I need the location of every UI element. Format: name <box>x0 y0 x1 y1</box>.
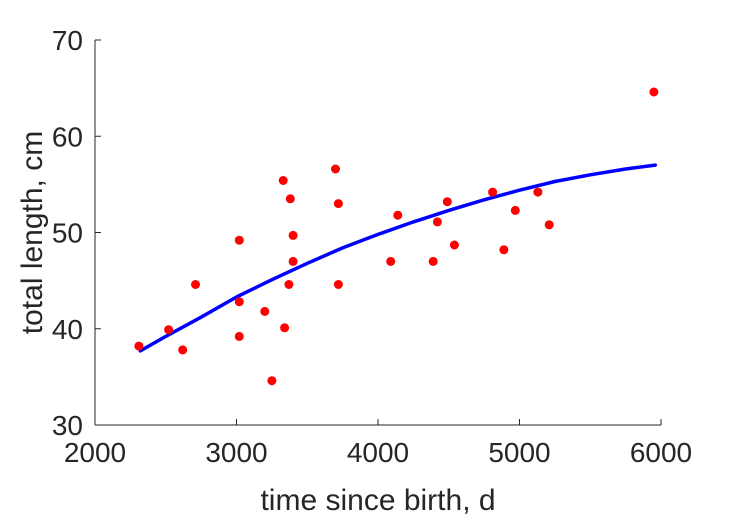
data-point <box>288 256 298 266</box>
data-point <box>649 87 659 97</box>
x-axis-title: time since birth, d <box>260 484 495 517</box>
data-point <box>499 245 509 255</box>
data-point <box>333 199 343 209</box>
data-point <box>288 230 298 240</box>
fit-curve-line <box>138 163 658 353</box>
data-point <box>234 331 244 341</box>
data-point <box>510 205 520 215</box>
data-point <box>234 297 244 307</box>
data-point <box>234 235 244 245</box>
data-point <box>260 306 270 316</box>
data-point <box>386 256 396 266</box>
x-tick-label: 6000 <box>630 437 692 468</box>
data-point <box>134 341 144 351</box>
fit-curve-layer <box>138 163 658 353</box>
data-point <box>333 280 343 289</box>
data-point <box>178 345 188 355</box>
y-tick-label: 40 <box>52 314 83 345</box>
data-point <box>488 187 498 197</box>
data-point <box>449 240 459 250</box>
data-point <box>393 210 403 220</box>
data-point <box>284 280 294 289</box>
x-tick-label: 5000 <box>488 437 550 468</box>
data-point <box>191 280 200 289</box>
data-point <box>280 323 290 333</box>
y-tick-label: 60 <box>52 121 83 152</box>
data-point <box>428 256 438 266</box>
scatter-points-layer <box>134 87 659 386</box>
x-tick-label: 3000 <box>205 437 267 468</box>
data-point <box>442 197 452 207</box>
data-point <box>278 176 288 185</box>
data-point <box>267 376 277 386</box>
y-tick-label: 50 <box>52 218 83 249</box>
x-tick-label: 2000 <box>64 437 126 468</box>
x-tick-label: 4000 <box>347 437 409 468</box>
data-point <box>285 194 295 204</box>
axes: 2000 3000 4000 5000 6000 30 40 50 60 70 <box>52 25 692 468</box>
data-point <box>164 325 174 335</box>
y-tick-label: 70 <box>52 25 83 56</box>
y-tick-label: 30 <box>52 410 83 441</box>
data-point <box>331 164 340 174</box>
data-point <box>544 220 554 230</box>
y-axis-title: total length, cm <box>16 131 49 334</box>
data-point <box>432 217 442 227</box>
data-point <box>533 187 543 197</box>
